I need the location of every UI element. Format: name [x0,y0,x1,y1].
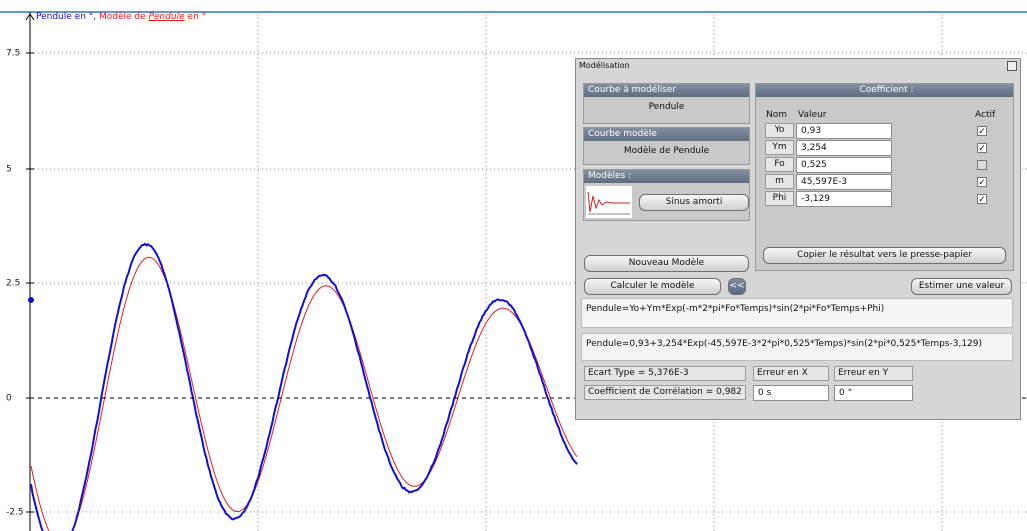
coef-active[interactable] [977,160,987,170]
panel-value: Modèle de Pendule [584,146,749,156]
coef-active[interactable]: ✓ [977,177,987,187]
erreur-x-label: Erreur en X [753,366,829,381]
legend-second-prefix: Modèle de [99,12,146,22]
model-thumbnail [586,186,632,218]
panel-header: Courbe modèle [584,128,749,141]
legend-second-suffix: en ° [188,12,207,22]
dialog-title: Modélisation [579,61,630,70]
panel-value: Pendule [584,102,749,112]
sinus-amorti-button[interactable]: Sinus amorti [639,194,749,211]
coef-name: Phi [765,191,794,206]
estimer-button[interactable]: Estimer une valeur [911,278,1012,295]
calculer-button[interactable]: Calculer le modèle [584,278,721,295]
erreur-y-value[interactable]: 0 ° [834,385,913,401]
legend-first: Pendule en ° [36,12,93,22]
y-tick-label: 2.5 [6,279,20,289]
nouveau-modele-button[interactable]: Nouveau Modèle [584,255,749,272]
y-tick-label: 0 [6,394,12,404]
coef-value[interactable]: 45,597E-3 [796,174,892,190]
erreur-y-label: Erreur en Y [834,366,913,381]
column-header: Valeur [798,110,826,120]
column-header: Actif [975,110,995,120]
modeles-panel: Modèles : Sinus amorti [583,169,750,221]
coef-active[interactable]: ✓ [977,126,987,136]
coef-name: Fo [765,157,794,172]
formula-box: Pendule=Yo+Ym*Exp(-m*2*pi*Fo*Temps)*sin(… [581,298,1013,328]
curve-start [28,297,34,303]
panel-header: Modèles : [584,170,749,183]
y-tick-label: 5 [6,165,12,175]
coef-name: m [765,174,794,189]
modele-panel: Courbe modèle Modèle de Pendule [583,127,750,165]
erreur-x-value[interactable]: 0 s [753,385,829,401]
coefficient-panel: Coefficient : Nom Valeur Actif Yo 0,93 ✓ Ym 3,2… [755,83,1014,271]
column-header: Nom [766,110,787,120]
coef-active[interactable]: ✓ [977,194,987,204]
y-tick-label: -2.5 [6,508,24,518]
coef-name: Yo [765,123,794,138]
formula-result-box: Pendule=0,93+3,254*Exp(-45,597E-3*2*pi*0… [581,333,1013,361]
coef-name: Ym [765,140,794,155]
modelisation-dialog: Modélisation Courbe à modéliser Pendule … [575,58,1021,420]
panel-header: Coefficient : [756,84,1013,97]
coef-value[interactable]: 0,525 [796,157,892,173]
legend-second-name: Pendule [149,12,185,22]
correlation: Coefficient de Corrélation = 0,982 [584,385,746,400]
ecart-type: Ecart Type = 5,376E-3 [584,366,746,381]
courbe-panel: Courbe à modéliser Pendule [583,83,750,124]
coef-active[interactable]: ✓ [977,143,987,153]
coef-value[interactable]: -3,129 [796,191,892,207]
collapse-button[interactable]: << [728,278,746,295]
legend: Pendule en °, Modèle de Pendule en ° [36,12,206,22]
copy-button[interactable]: Copier le résultat vers le presse-papier [763,247,1006,264]
panel-header: Courbe à modéliser [584,84,749,97]
close-button[interactable] [1007,61,1017,71]
coef-value[interactable]: 3,254 [796,140,892,156]
coef-value[interactable]: 0,93 [796,123,892,139]
y-tick-label: 7.5 [6,49,20,59]
